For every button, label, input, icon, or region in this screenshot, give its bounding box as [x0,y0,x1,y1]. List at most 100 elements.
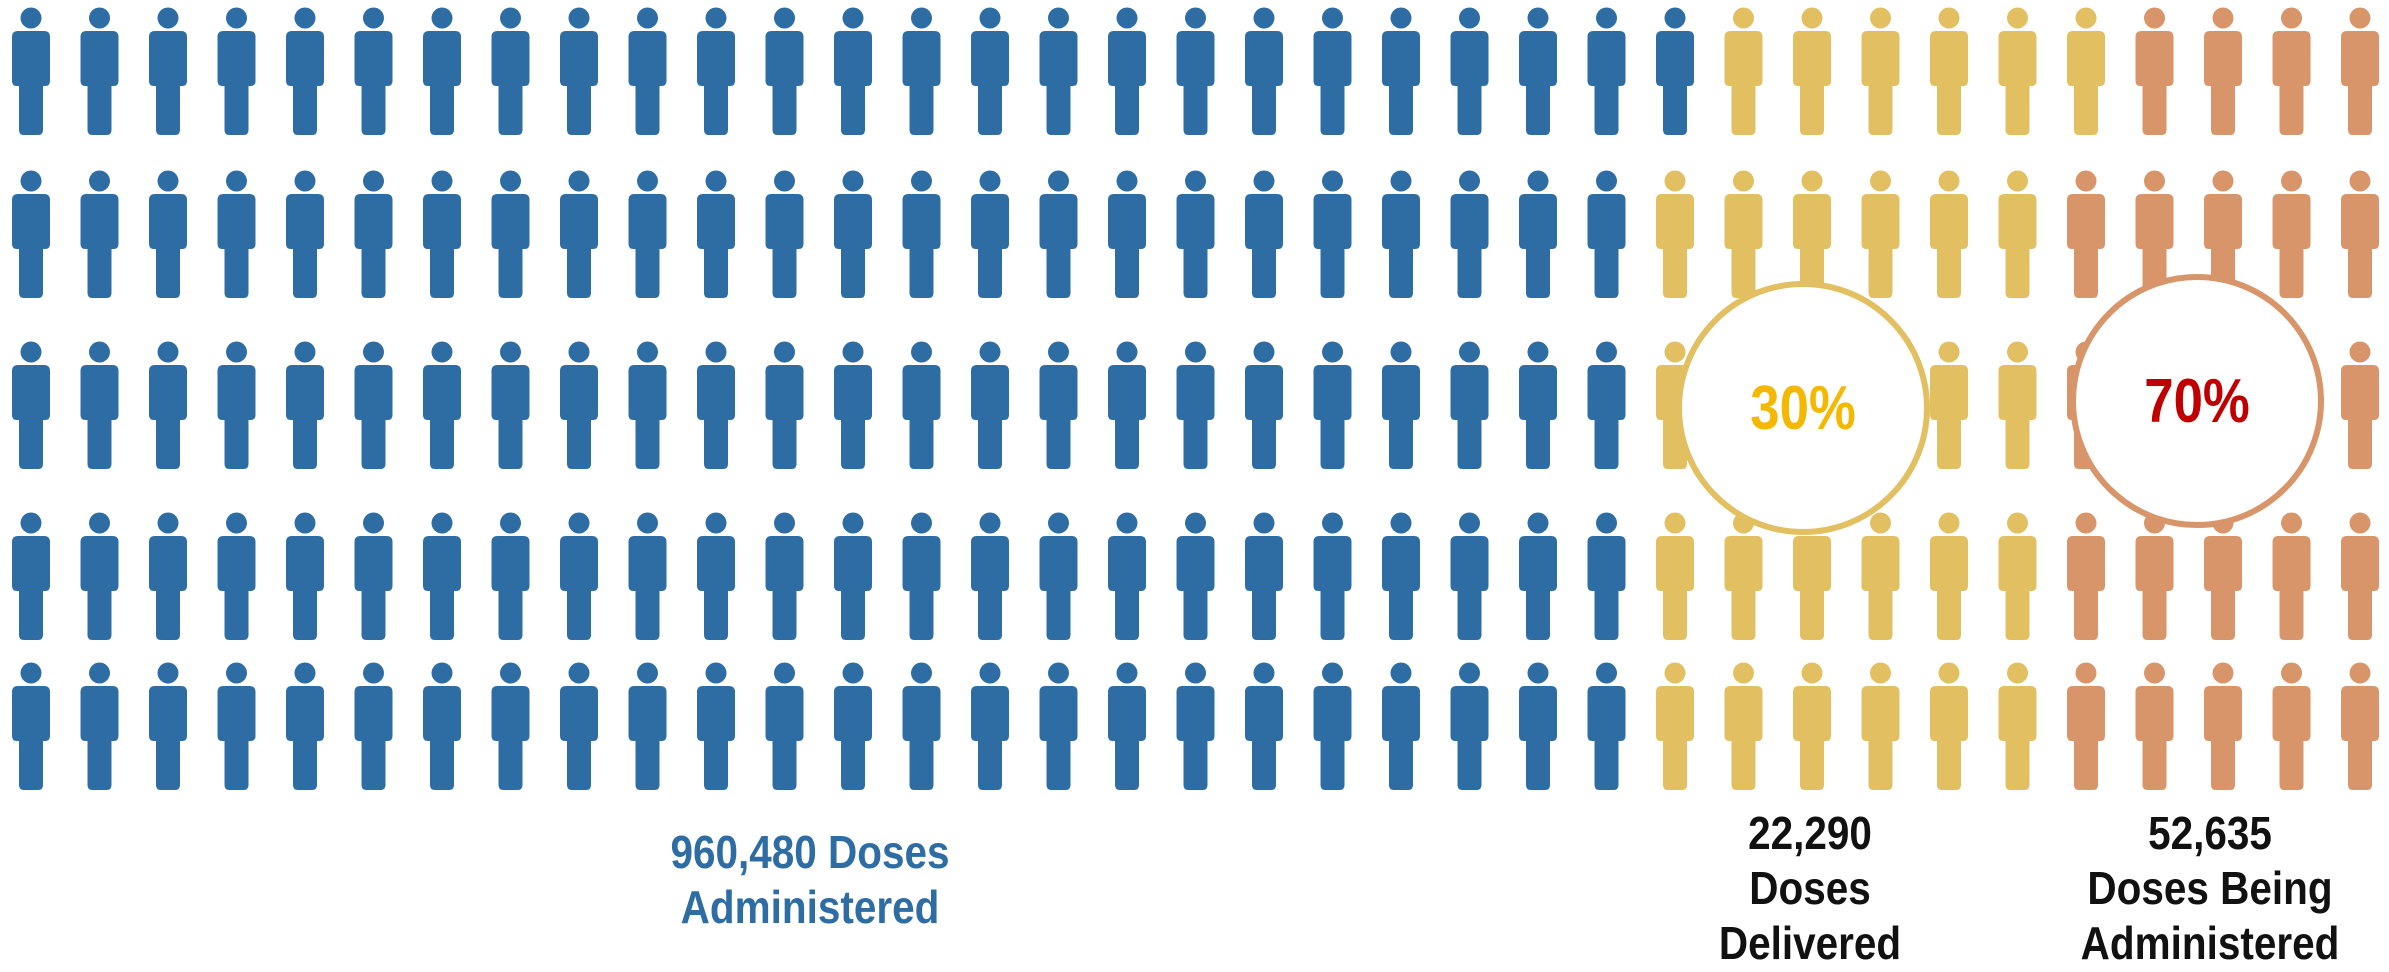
person-icon [354,662,393,790]
being-administered-label-line-2: Doses Being [2087,862,2333,915]
person-icon [628,170,667,298]
person-icon [1039,170,1078,298]
person-icon [1039,341,1078,469]
person-icon [2135,512,2174,640]
person-icon [149,170,187,298]
person-icon [1039,512,1078,640]
person-icon [1313,341,1352,469]
person-icon [354,341,393,469]
person-icon [423,170,461,298]
person-icon [2135,170,2174,298]
person-icon [765,341,804,469]
person-icon [149,7,187,135]
person-icon [765,170,804,298]
person-icon [1108,7,1146,135]
person-icon [971,170,1009,298]
person-icon [286,341,324,469]
person-icon [1450,512,1489,640]
person-icon [1724,662,1763,790]
person-icon [1656,662,1694,790]
person-icon [628,341,667,469]
person-icon [286,170,324,298]
person-icon [1382,662,1420,790]
person-icon [1382,170,1420,298]
person-icon [1930,512,1968,640]
person-icon [697,7,735,135]
person-icon [1793,170,1831,298]
delivered-label-line-3: Delivered [1718,917,1902,970]
person-icon [1656,512,1694,640]
person-icon [1724,512,1763,640]
person-icon [217,341,256,469]
person-icon [2204,662,2242,790]
person-icon [560,662,598,790]
person-icon [491,662,530,790]
person-icon [628,662,667,790]
person-icon [1245,512,1283,640]
person-icon [2341,170,2379,298]
person-icon [423,512,461,640]
person-icon [149,512,187,640]
person-icon [902,512,941,640]
person-icon [80,7,119,135]
person-icon [286,662,324,790]
administered-label: 960,480 Doses Administered [625,825,995,935]
person-icon [1450,7,1489,135]
person-icon [1861,512,1900,640]
person-icon [1587,662,1626,790]
person-icon [2135,7,2174,135]
person-icon [1382,512,1420,640]
person-icon [765,512,804,640]
delivered-label: 22,290 Doses Delivered [1590,806,2030,972]
person-icon [1108,341,1146,469]
person-icon [149,341,187,469]
person-icon [286,512,324,640]
being-administered-label: 52,635 Doses Being Administered [1990,806,2389,972]
person-icon [902,662,941,790]
person-icon [697,662,735,790]
person-icon [1930,7,1968,135]
being-administered-label-line-3: Administered [2080,917,2340,970]
person-icon [80,170,119,298]
person-icon [1450,341,1489,469]
person-icon [217,662,256,790]
person-icon [1176,512,1215,640]
person-icon [2204,7,2242,135]
person-icon [1519,7,1557,135]
person-icon [80,662,119,790]
person-icon [971,7,1009,135]
person-icon [2067,170,2105,298]
person-icon [491,170,530,298]
person-icon [971,662,1009,790]
person-icon [1793,7,1831,135]
person-icon [1108,662,1146,790]
person-icon [491,341,530,469]
person-icon [697,341,735,469]
person-icon [1382,7,1420,135]
person-icon [1313,512,1352,640]
person-icon [2272,170,2311,298]
person-icon [1108,512,1146,640]
person-icon [1930,662,1968,790]
person-icon [1656,170,1694,298]
administered-label-line-2: Administered [680,881,940,934]
person-icon [1450,170,1489,298]
person-icon [1930,341,1968,469]
person-icon [1724,170,1763,298]
person-icon [560,7,598,135]
person-icon [2341,341,2379,469]
person-icon [834,662,872,790]
person-icon [491,512,530,640]
person-icon [902,170,941,298]
person-icon [1382,341,1420,469]
person-icon [80,512,119,640]
person-icon [834,7,872,135]
person-icon [423,7,461,135]
person-icon [1245,170,1283,298]
person-icon [1176,170,1215,298]
person-icon [902,341,941,469]
person-icon [1793,662,1831,790]
person-icon [354,170,393,298]
person-icon [217,170,256,298]
